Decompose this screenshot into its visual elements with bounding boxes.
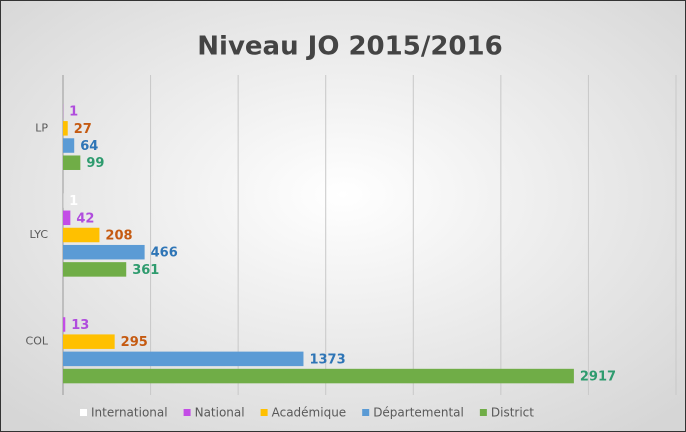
data-label: 1373 xyxy=(309,352,345,367)
legend-swatch xyxy=(362,409,370,416)
data-label: 1 xyxy=(69,105,78,120)
data-label: 295 xyxy=(121,335,148,350)
bar xyxy=(63,368,574,384)
data-label: 361 xyxy=(132,263,159,278)
legend-label: Départemental xyxy=(373,406,464,420)
legend-swatch xyxy=(80,409,87,416)
data-label: 13 xyxy=(71,318,89,333)
legend-label: National xyxy=(195,406,245,420)
bar xyxy=(63,244,145,260)
bar xyxy=(63,155,81,170)
data-label: 99 xyxy=(86,156,104,171)
y-tick-label: LP xyxy=(35,121,48,134)
data-label: 42 xyxy=(76,211,94,226)
data-label: 64 xyxy=(80,139,98,154)
chart-title: Niveau JO 2015/2016 xyxy=(197,32,502,62)
legend-swatch xyxy=(260,409,268,416)
bar xyxy=(63,138,75,153)
bar xyxy=(63,262,127,277)
legend-label: District xyxy=(491,406,534,420)
y-tick-label: COL xyxy=(26,335,49,348)
bar xyxy=(63,210,71,226)
legend-swatch xyxy=(479,409,487,416)
data-label: 208 xyxy=(105,229,132,244)
legend-swatch xyxy=(183,409,191,416)
bar xyxy=(63,317,66,332)
data-label: 1 xyxy=(69,194,78,209)
data-label: 466 xyxy=(151,246,178,261)
bar xyxy=(63,334,115,349)
bar xyxy=(63,121,68,136)
y-tick-label: LYC xyxy=(30,228,49,241)
legend-label: Académique xyxy=(272,406,347,420)
bar xyxy=(63,351,304,367)
legend-label: International xyxy=(91,406,168,420)
data-label: 27 xyxy=(74,122,92,137)
data-label: 2917 xyxy=(580,370,616,385)
bar xyxy=(63,227,100,243)
